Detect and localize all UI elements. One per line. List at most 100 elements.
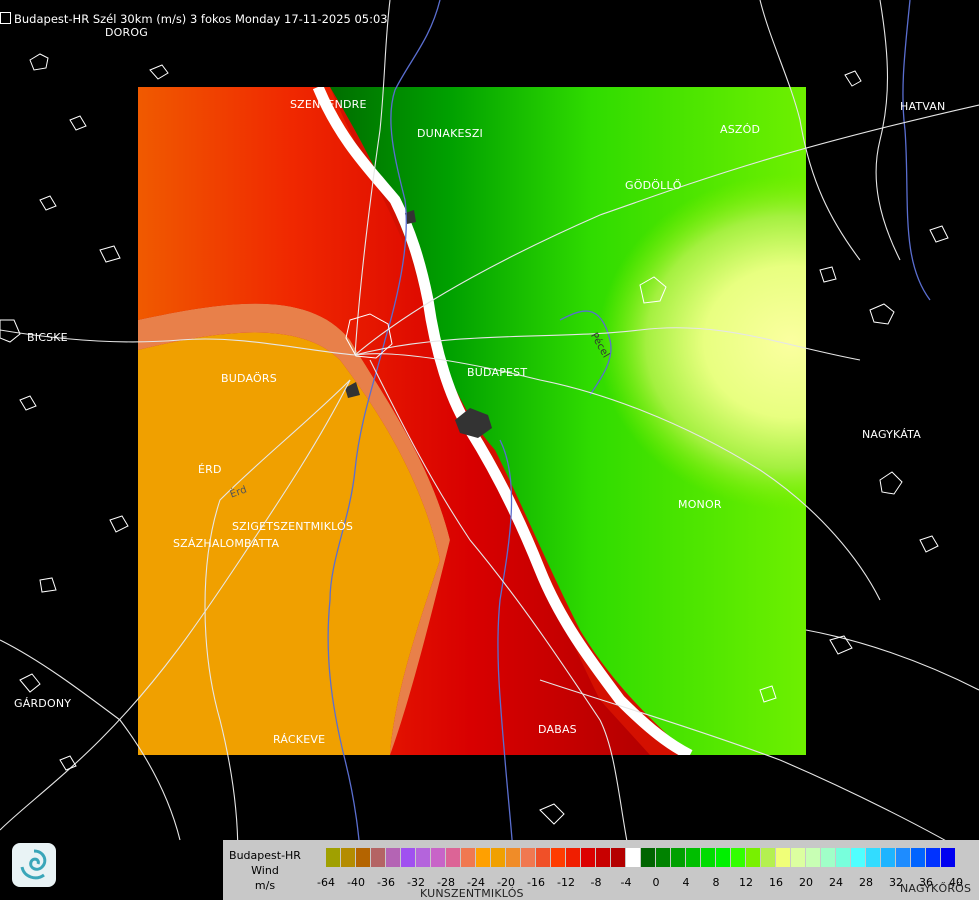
legend-swatch [386,848,401,867]
place-dunakeszi: DUNAKESZI [417,127,484,140]
legend-swatch [521,848,536,867]
dark-red-zone [138,87,650,755]
swirl-logo-icon [20,849,47,880]
legend-swatch [536,848,551,867]
color-legend: Budapest-HR Wind m/s -64 -40 -36 -32 -28 -24-… [223,840,979,900]
legend-tick-label: 12 [739,876,753,889]
legend-radar-name: Budapest-HR [229,849,301,862]
legend-tick-label: -64 [317,876,335,889]
legend-swatch [506,848,521,867]
legend-tick-label: -28 [437,876,455,889]
legend-swatch [926,848,941,867]
radar-site-blob [455,408,492,438]
legend-tick-label: -40 [347,876,365,889]
legend-swatch [341,848,356,867]
legend-title: Budapest-HR Wind m/s [223,848,307,893]
place-aszod: ASZÓD [720,123,761,136]
legend-unit: m/s [254,879,276,892]
place-rackeve: RÁCKEVE [273,733,326,746]
map-title-text: Budapest-HR Szél 30km (m/s) 3 fokos Mond… [14,12,388,26]
legend-tick-label: -12 [557,876,575,889]
legend-tick-label: 32 [889,876,903,889]
radar-blob-budaors [345,382,360,398]
service-logo [12,843,56,887]
place-budaors: BUDAÖRS [221,372,277,385]
place-hatvan: HATVAN [900,100,946,113]
legend-swatch [326,848,341,867]
legend-swatch [611,848,626,867]
wind-field [138,87,806,755]
legend-swatches [311,848,956,867]
place-nagykoros: NAGYKŐRÖS [900,882,972,895]
place-dorog: DOROG [105,26,148,39]
city-outlines [0,53,949,825]
legend-swatch [656,848,671,867]
place-szigetszentmiklos: SZIGETSZENTMIKLÓS [232,520,354,533]
map-title: Budapest-HR Szél 30km (m/s) 3 fokos Mond… [0,12,388,26]
legend-swatch [701,848,716,867]
legend-tick-label: 24 [829,876,843,889]
legend-swatch [866,848,881,867]
legend-swatch [851,848,866,867]
place-gardony: GÁRDONY [14,697,72,710]
legend-swatch [626,848,641,867]
legend-tick-label: -36 [377,876,395,889]
place-monor: MONOR [678,498,722,511]
place-erd: ÉRD [198,463,222,476]
legend-tick-label: 8 [712,876,720,889]
legend-tick-label: -8 [590,876,602,889]
legend-tick-label: 16 [769,876,783,889]
legend-swatch [446,848,461,867]
place-godollo: GÖDÖLLŐ [625,179,682,192]
place-szazhalombatta: SZÁZHALOMBATTA [173,537,280,550]
legend-tick-label: 4 [682,876,690,889]
legend-tick-label: -32 [407,876,425,889]
legend-swatch [776,848,791,867]
legend-swatch [761,848,776,867]
legend-tick-label: 36 [919,876,933,889]
legend-swatch [596,848,611,867]
legend-tick-label: -20 [497,876,515,889]
legend-swatch [491,848,506,867]
radar-blob-north [405,210,416,224]
rivers [327,0,931,900]
place-szentendre: SZENTENDRE [290,98,367,111]
legend-tick-label: -24 [467,876,485,889]
legend-tick-label: 20 [799,876,813,889]
legend-tick-label: 0 [652,876,660,889]
legend-swatch [716,848,731,867]
legend-swatch [581,848,596,867]
legend-tick-label: 40 [949,876,963,889]
legend-swatch [401,848,416,867]
legend-swatch [791,848,806,867]
legend-swatch [431,848,446,867]
place-budapest: BUDAPEST [467,366,528,379]
legend-swatch [416,848,431,867]
orange-zone [138,332,440,755]
legend-swatch [356,848,371,867]
place-kunszentmiklos: KUNSZENTMIKLÓS [420,887,524,900]
legend-swatch [806,848,821,867]
window-icon [0,12,11,24]
legend-swatch [566,848,581,867]
legend-swatch [671,848,686,867]
yellow-zone [460,150,806,550]
legend-swatch [836,848,851,867]
place-dabas: DABAS [538,723,577,736]
legend-swatch [941,848,956,867]
legend-swatch [476,848,491,867]
legend-swatch [686,848,701,867]
legend-swatch [746,848,761,867]
legend-swatch [311,848,326,867]
legend-swatch [911,848,926,867]
legend-quantity: Wind [251,864,279,877]
legend-swatch [371,848,386,867]
legend-tick-label: -16 [527,876,545,889]
legend-swatch [641,848,656,867]
legend-swatch [881,848,896,867]
legend-swatch [461,848,476,867]
legend-tick-label: 28 [859,876,873,889]
legend-tick-label: -4 [620,876,632,889]
